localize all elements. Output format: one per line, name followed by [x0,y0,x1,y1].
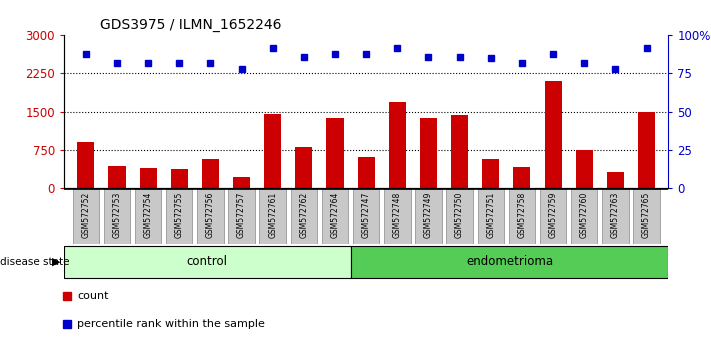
Bar [264,114,282,188]
Text: endometrioma: endometrioma [466,256,553,268]
Text: GSM572749: GSM572749 [424,192,433,238]
Bar [326,118,343,188]
FancyBboxPatch shape [260,189,286,244]
Text: GSM572748: GSM572748 [392,192,402,238]
Text: GSM572750: GSM572750 [455,192,464,238]
FancyBboxPatch shape [73,189,99,244]
FancyBboxPatch shape [634,189,660,244]
Text: GSM572754: GSM572754 [144,192,153,238]
Text: GSM572747: GSM572747 [362,192,370,238]
Bar [576,149,593,188]
Text: ▶: ▶ [52,257,60,267]
FancyBboxPatch shape [64,246,351,278]
Bar [171,169,188,188]
Text: GSM572764: GSM572764 [331,192,340,238]
Text: GSM572761: GSM572761 [268,192,277,238]
FancyBboxPatch shape [540,189,567,244]
Bar [545,81,562,188]
FancyBboxPatch shape [351,246,668,278]
Bar [295,147,312,188]
Text: control: control [187,256,228,268]
Text: percentile rank within the sample: percentile rank within the sample [77,319,265,329]
Text: GSM572755: GSM572755 [175,192,183,238]
FancyBboxPatch shape [478,189,504,244]
Text: GSM572763: GSM572763 [611,192,620,238]
FancyBboxPatch shape [135,189,161,244]
FancyBboxPatch shape [197,189,224,244]
Text: GSM572756: GSM572756 [206,192,215,238]
FancyBboxPatch shape [415,189,442,244]
FancyBboxPatch shape [291,189,317,244]
Text: GSM572758: GSM572758 [518,192,526,238]
Bar [482,159,499,188]
Bar [77,142,95,188]
Bar [420,118,437,188]
Bar [606,172,624,188]
Bar [638,112,655,188]
Bar [233,177,250,188]
Text: GSM572759: GSM572759 [549,192,557,238]
FancyBboxPatch shape [228,189,255,244]
Bar [513,167,530,188]
Bar [202,159,219,188]
FancyBboxPatch shape [322,189,348,244]
FancyBboxPatch shape [447,189,473,244]
FancyBboxPatch shape [508,189,535,244]
Text: GSM572751: GSM572751 [486,192,496,238]
FancyBboxPatch shape [104,189,130,244]
Text: count: count [77,291,109,301]
FancyBboxPatch shape [166,189,193,244]
FancyBboxPatch shape [602,189,629,244]
FancyBboxPatch shape [571,189,597,244]
FancyBboxPatch shape [353,189,380,244]
FancyBboxPatch shape [384,189,410,244]
Text: GSM572753: GSM572753 [112,192,122,238]
Bar [108,166,126,188]
Text: disease state: disease state [0,257,70,267]
Bar [451,115,468,188]
Text: GSM572762: GSM572762 [299,192,309,238]
Text: GDS3975 / ILMN_1652246: GDS3975 / ILMN_1652246 [100,18,281,32]
Text: GSM572760: GSM572760 [579,192,589,238]
Bar [389,102,406,188]
Bar [358,157,375,188]
Text: GSM572757: GSM572757 [237,192,246,238]
Text: GSM572752: GSM572752 [81,192,90,238]
Bar [139,168,156,188]
Text: GSM572765: GSM572765 [642,192,651,238]
